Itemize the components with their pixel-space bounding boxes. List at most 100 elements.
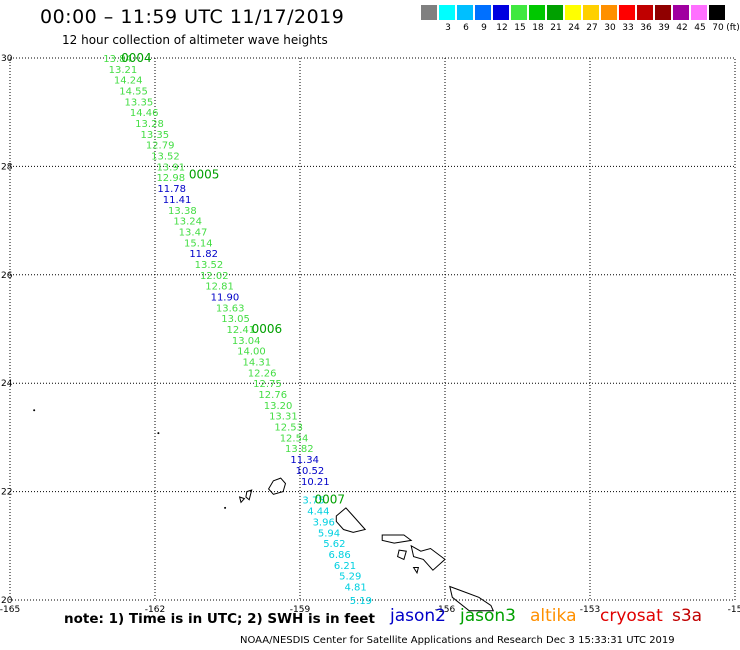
legend-swatch <box>421 5 438 20</box>
island-outline <box>410 544 446 571</box>
island-outline <box>267 477 287 495</box>
wave-height-label: 13.35 <box>125 97 154 108</box>
wave-height-label: 14.31 <box>242 358 271 369</box>
wave-height-label: 11.82 <box>189 249 218 260</box>
reef-dot <box>157 432 160 435</box>
lon-tick-label: -162 <box>145 605 165 615</box>
wave-height-label: 4.44 <box>307 507 329 518</box>
wave-height-label: 13.84 <box>103 54 132 65</box>
wave-height-label: 10.52 <box>296 466 325 477</box>
legend-tick-label: 9 <box>481 23 487 33</box>
legend-swatch <box>601 5 618 20</box>
wave-height-label: 12.26 <box>248 368 277 379</box>
wave-height-label: 15.14 <box>184 238 213 249</box>
island-outline <box>381 534 413 544</box>
legend-swatch <box>547 5 564 20</box>
wave-height-label: 5.29 <box>339 572 361 583</box>
wave-height-label: 12.02 <box>200 271 229 282</box>
reef-dot <box>33 409 36 412</box>
legend-swatch <box>637 5 654 20</box>
legend-tick-label: 6 <box>463 23 469 33</box>
lat-tick-label: 30 <box>1 54 13 64</box>
wave-height-label: 13.28 <box>135 119 164 130</box>
legend-cryosat: cryosat <box>600 606 663 626</box>
legend-swatch <box>691 5 708 20</box>
wave-height-label: 6.21 <box>334 561 356 572</box>
track-id-label: 0006 <box>252 322 283 336</box>
legend-swatch <box>457 5 474 20</box>
wave-height-label: 13.31 <box>269 412 298 423</box>
wave-height-label: 3.75 <box>302 496 324 507</box>
lon-tick-label: -153 <box>580 605 600 615</box>
wave-height-label: 5.62 <box>323 539 345 550</box>
lon-tick-label: -156 <box>435 605 456 615</box>
wave-height-label: 14.00 <box>237 347 266 358</box>
lon-tick-label: -15 <box>728 605 740 615</box>
legend-swatch <box>439 5 456 20</box>
legend-swatch <box>673 5 690 20</box>
wave-height-label: 14.55 <box>119 87 148 98</box>
wave-height-label: 4.81 <box>344 582 366 593</box>
legend-tick-label: 70 <box>712 23 724 33</box>
wave-height-label: 13.91 <box>156 162 185 173</box>
map-frame <box>9 57 736 601</box>
lat-tick-label: 28 <box>1 162 13 172</box>
island-outline <box>245 489 253 501</box>
wave-height-label: 13.82 <box>285 444 314 455</box>
wave-height-label: 10.21 <box>301 477 330 488</box>
legend-swatch <box>529 5 546 20</box>
legend-tick-label: 39 <box>658 23 670 33</box>
legend-swatch <box>583 5 600 20</box>
legend-swatch <box>565 5 582 20</box>
legend-tick-label: 15 <box>514 23 526 33</box>
lon-tick-label: -165 <box>0 605 20 615</box>
reef-dot <box>224 506 227 509</box>
legend-swatch <box>493 5 510 20</box>
legend-s3a: s3a <box>672 606 703 626</box>
legend-swatch <box>511 5 528 20</box>
wave-height-label: 13.21 <box>109 65 138 76</box>
wave-height-label: 11.34 <box>290 455 319 466</box>
wave-height-label: 13.20 <box>264 401 293 412</box>
legend-tick-label: 30 <box>604 23 616 33</box>
legend-tick-label: 18 <box>532 23 544 33</box>
island-outline <box>335 507 367 533</box>
lat-tick-label: 24 <box>1 379 13 389</box>
wave-height-label: 12.75 <box>253 379 282 390</box>
wave-height-label: 12.54 <box>280 433 309 444</box>
legend-tick-label: 3 <box>445 23 451 33</box>
wave-height-label: 12.79 <box>146 141 175 152</box>
legend-tick-label: 33 <box>622 23 634 33</box>
island-outline <box>238 496 246 504</box>
island-outline <box>449 585 495 612</box>
wave-height-label: 5.19 <box>350 596 372 607</box>
legend-jason3: jason3 <box>460 606 516 626</box>
track-id-label: 0007 <box>315 493 346 507</box>
legend-tick-label: 42 <box>676 23 688 33</box>
footer-note: note: 1) Time is in UTC; 2) SWH is in fe… <box>64 611 375 627</box>
lat-tick-label: 20 <box>1 596 13 606</box>
map-title: 00:00 – 11:59 UTC 11/17/2019 <box>40 6 345 28</box>
wave-height-label: 12.53 <box>274 423 303 434</box>
wave-height-label: 13.05 <box>221 314 250 325</box>
legend-tick-label: 12 <box>496 23 508 33</box>
wave-height-label: 6.86 <box>329 550 351 561</box>
legend-jason2: jason2 <box>390 606 446 626</box>
wave-height-label: 13.24 <box>173 217 202 228</box>
legend-swatch <box>655 5 672 20</box>
legend-tick-label: 24 <box>568 23 580 33</box>
wave-height-label: 3.96 <box>313 517 335 528</box>
legend-altika: altika <box>530 606 577 626</box>
wave-height-label: 13.52 <box>195 260 224 271</box>
wave-height-label: 13.63 <box>216 303 245 314</box>
legend-tick-label: 21 <box>550 23 562 33</box>
legend-tick-label: 36 <box>640 23 652 33</box>
island-outline <box>397 549 407 561</box>
lat-tick-label: 26 <box>1 271 13 281</box>
legend-tick-label: 45 <box>694 23 706 33</box>
map-subtitle: 12 hour collection of altimeter wave hei… <box>62 33 328 47</box>
wave-height-label: 11.41 <box>163 195 192 206</box>
lon-tick-label: -159 <box>290 605 311 615</box>
track-id-label: 0005 <box>189 168 220 182</box>
